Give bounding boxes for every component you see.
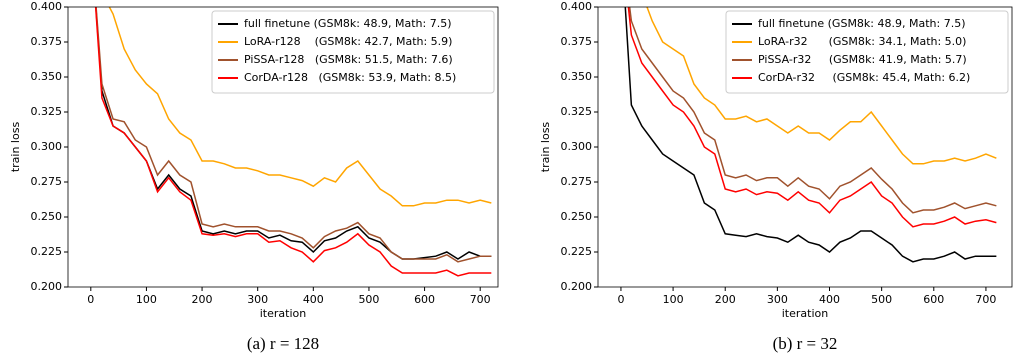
x-tick-label: 100 [136,293,157,306]
legend-label: CorDA-r32 (GSM8k: 45.4, Math: 6.2) [758,71,970,84]
line-series [628,7,997,214]
legend-label: PiSSA-r128 (GSM8k: 51.5, Math: 7.6) [244,53,453,66]
legend-box [211,10,495,94]
y-tick-label: 0.350 [561,70,593,83]
legend-label: full finetune (GSM8k: 48.9, Math: 7.5) [758,17,966,30]
y-tick-label: 0.400 [561,0,593,13]
x-tick-label: 600 [414,293,435,306]
x-tick-label: 0 [617,293,624,306]
x-axis-label: iteration [782,307,828,320]
x-tick-label: 200 [192,293,213,306]
caption: (a) r = 128 [247,334,319,353]
x-tick-label: 700 [975,293,996,306]
x-tick-label: 300 [767,293,788,306]
y-tick-label: 0.375 [561,35,593,48]
y-tick-label: 0.225 [561,245,593,258]
y-tick-label: 0.275 [31,175,63,188]
line-series [95,7,492,263]
chart-panel: 0 100 200 300 400 500 600 700 0.200 0.225 0.250 0.2… [9,0,499,353]
x-axis-label: iteration [260,307,306,320]
y-tick-label: 0.250 [31,210,63,223]
y-tick-label: 0.300 [31,140,63,153]
plot-frame [67,6,499,288]
x-tick-label: 0 [87,293,94,306]
x-tick-label: 400 [303,293,324,306]
legend-label: LoRA-r32 (GSM8k: 34.1, Math: 5.0) [758,35,966,48]
y-tick-label: 0.250 [561,210,593,223]
legend-box [725,10,1009,94]
plot-frame [597,6,1013,288]
y-tick-label: 0.325 [31,105,63,118]
y-tick-label: 0.200 [561,280,593,293]
y-tick-label: 0.350 [31,70,63,83]
line-series [94,7,492,277]
y-tick-label: 0.300 [561,140,593,153]
legend-label: LoRA-r128 (GSM8k: 42.7, Math: 5.9) [244,35,452,48]
y-axis-label: train loss [539,122,552,173]
chart-panel: 0 100 200 300 400 500 600 700 0.200 0.225 0.250 0.2… [539,0,1013,353]
x-tick-label: 500 [871,293,892,306]
y-tick-label: 0.225 [31,245,63,258]
legend-label: CorDA-r128 (GSM8k: 53.9, Math: 8.5) [244,71,456,84]
x-tick-label: 700 [470,293,491,306]
legend: full finetune (GSM8k: 48.9, Math: 7.5) Lo… [211,10,495,94]
legend-label: full finetune (GSM8k: 48.9, Math: 7.5) [244,17,452,30]
line-series [624,7,997,263]
y-axis-label: train loss [9,122,22,173]
legend-label: PiSSA-r32 (GSM8k: 41.9, Math: 5.7) [758,53,967,66]
caption: (b) r = 32 [773,334,838,353]
line-series [108,7,492,207]
x-tick-label: 100 [663,293,684,306]
x-tick-label: 500 [358,293,379,306]
legend: full finetune (GSM8k: 48.9, Math: 7.5) Lo… [725,10,1009,94]
x-tick-label: 200 [715,293,736,306]
line-series [95,7,492,260]
y-tick-label: 0.400 [31,0,63,13]
x-tick-label: 300 [247,293,268,306]
x-tick-label: 400 [819,293,840,306]
y-tick-label: 0.375 [31,35,63,48]
line-series [627,7,997,228]
y-tick-label: 0.200 [31,280,63,293]
line-series [646,7,997,165]
x-tick-label: 600 [923,293,944,306]
y-tick-label: 0.275 [561,175,593,188]
y-tick-label: 0.325 [561,105,593,118]
